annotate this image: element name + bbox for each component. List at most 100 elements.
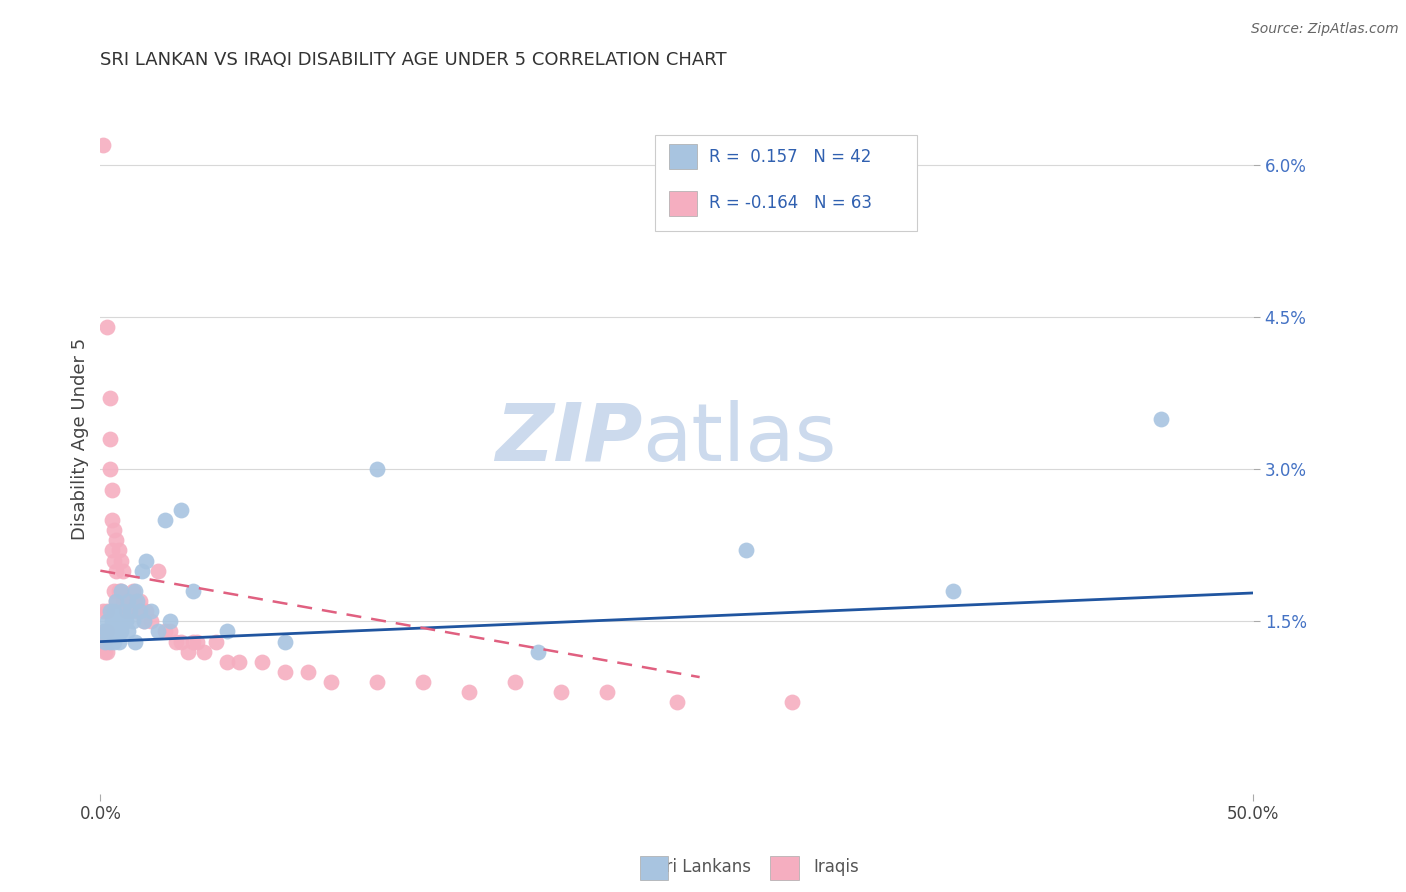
Point [94,624,117,639]
Point [101,624,124,639]
Point [366,462,388,476]
Point [114,604,136,618]
Point [131,604,153,618]
Point [91,634,114,648]
Point [139,604,162,618]
Point [94,634,117,648]
Point [128,604,150,618]
Point [228,655,250,669]
Point [153,624,176,639]
Point [117,624,139,639]
Point [412,675,434,690]
Point [297,665,319,679]
Point [112,604,135,618]
Point [146,624,169,639]
Point [103,523,125,537]
Text: Source: ZipAtlas.com: Source: ZipAtlas.com [1251,22,1399,37]
Point [134,615,156,629]
Point [105,594,128,608]
Point [101,483,124,497]
Point [120,604,142,618]
Point [139,615,162,629]
Point [105,533,128,548]
Point [124,634,146,648]
Point [186,634,208,648]
Point [274,665,297,679]
Point [112,564,135,578]
Point [527,645,550,659]
Point [110,583,132,598]
Y-axis label: Disability Age Under 5: Disability Age Under 5 [72,338,89,540]
Point [103,634,125,648]
Point [91,137,114,152]
Point [96,624,118,639]
Text: Iraqis: Iraqis [814,858,859,876]
Point [117,594,139,608]
Point [170,503,193,517]
Point [503,675,526,690]
Point [124,583,146,598]
Point [596,685,619,699]
Point [665,695,688,709]
Point [96,615,118,629]
Point [124,594,146,608]
Point [274,634,297,648]
Point [181,634,204,648]
Text: R = -0.164   N = 63: R = -0.164 N = 63 [709,194,872,212]
Point [458,685,481,699]
Point [128,594,150,608]
Point [319,675,342,690]
Point [94,645,117,659]
Point [107,634,129,648]
Point [217,624,239,639]
Point [366,675,388,690]
Point [114,615,136,629]
Point [105,624,128,639]
Text: SRI LANKAN VS IRAQI DISABILITY AGE UNDER 5 CORRELATION CHART: SRI LANKAN VS IRAQI DISABILITY AGE UNDER… [100,51,727,69]
Point [1149,411,1171,425]
Point [103,583,125,598]
Point [121,615,143,629]
Point [193,645,215,659]
Point [170,634,193,648]
Point [98,462,121,476]
Point [91,624,114,639]
Point [127,594,149,608]
Point [96,604,118,618]
Point [103,604,125,618]
Point [94,634,117,648]
Point [127,604,149,618]
Point [181,583,204,598]
Point [98,392,121,406]
Text: ZIP: ZIP [495,400,643,478]
Point [101,513,124,527]
Point [117,594,139,608]
Point [780,695,803,709]
Point [107,583,129,598]
Point [98,634,121,648]
Point [96,320,118,334]
Point [131,564,153,578]
Point [98,604,121,618]
Point [734,543,756,558]
Point [135,604,157,618]
Point [107,615,129,629]
Point [105,564,128,578]
Point [250,655,273,669]
Point [153,513,176,527]
Point [112,594,135,608]
Point [96,624,118,639]
Point [159,624,181,639]
Point [103,553,125,567]
Point [110,553,132,567]
Point [165,634,187,648]
Point [204,634,226,648]
Point [110,583,132,598]
Point [101,615,124,629]
Point [107,543,129,558]
Point [120,604,142,618]
Point [146,564,169,578]
Point [105,594,128,608]
Point [135,553,157,567]
Point [101,543,124,558]
